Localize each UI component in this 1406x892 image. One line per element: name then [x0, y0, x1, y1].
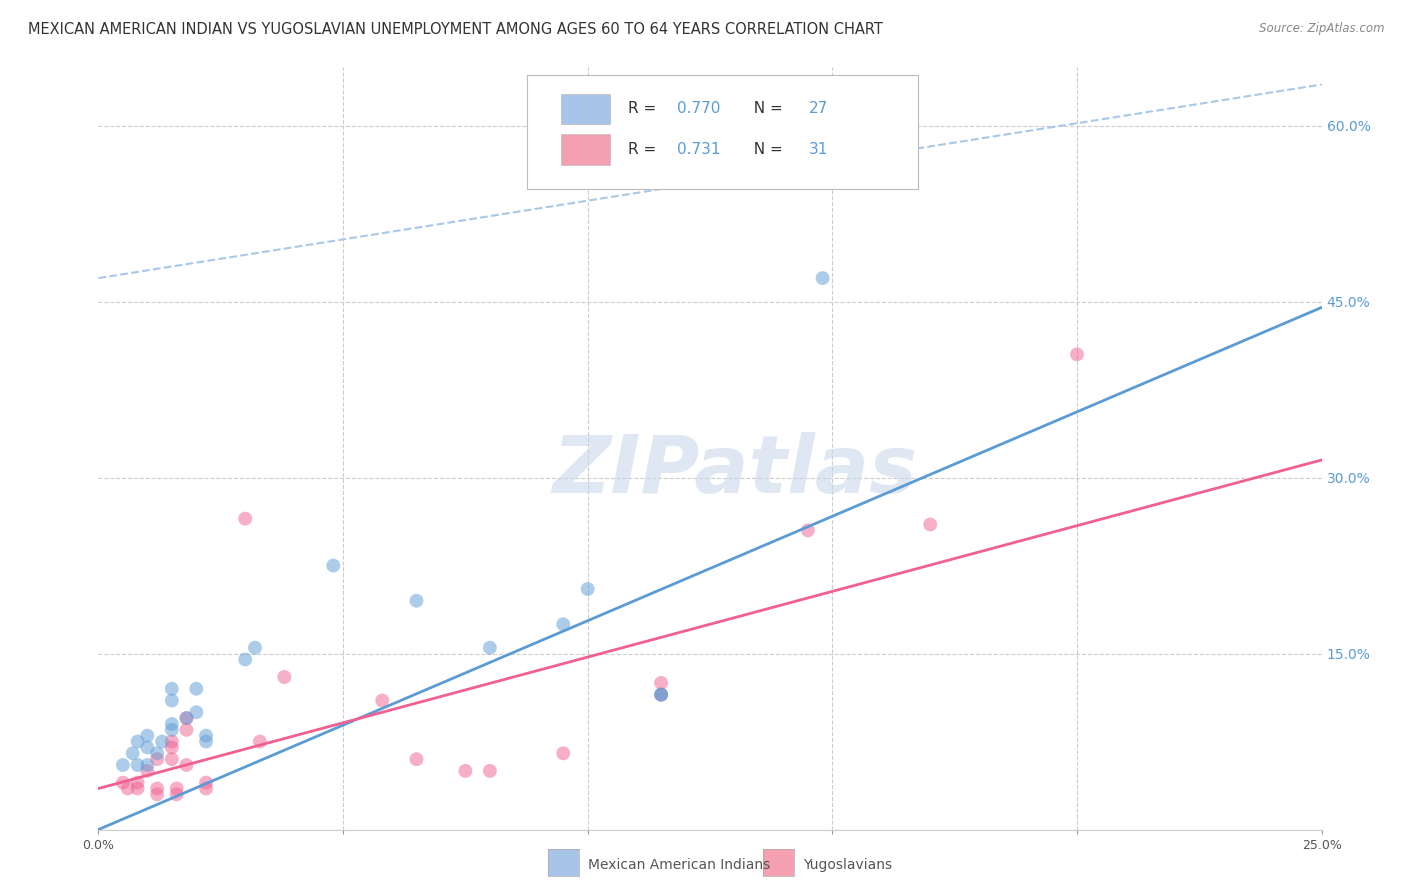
Point [576, 582, 599, 596]
FancyBboxPatch shape [526, 75, 918, 189]
Point [127, 758, 149, 772]
Text: 0.770: 0.770 [678, 102, 720, 116]
Text: 0.731: 0.731 [678, 142, 720, 157]
Text: R =: R = [628, 102, 661, 116]
FancyBboxPatch shape [561, 94, 610, 124]
Point [195, 729, 218, 743]
Point [176, 711, 198, 725]
Point [233, 652, 256, 666]
Point [127, 781, 149, 796]
Point [176, 758, 198, 772]
Point [166, 788, 188, 802]
Point [249, 734, 271, 748]
Text: N =: N = [744, 102, 787, 116]
Point [195, 781, 218, 796]
Point [920, 517, 942, 532]
Text: R =: R = [628, 142, 666, 157]
Point [127, 734, 149, 748]
Point [553, 617, 575, 632]
Point [454, 764, 477, 778]
Text: ZIPatlas: ZIPatlas [553, 432, 917, 510]
Point [136, 729, 159, 743]
Point [160, 734, 183, 748]
Point [273, 670, 295, 684]
Point [136, 764, 159, 778]
Text: Yugoslavians: Yugoslavians [803, 858, 891, 872]
Point [166, 781, 188, 796]
Point [160, 717, 183, 731]
Text: Source: ZipAtlas.com: Source: ZipAtlas.com [1260, 22, 1385, 36]
Point [650, 688, 672, 702]
Point [150, 734, 173, 748]
Point [478, 640, 501, 655]
Text: MEXICAN AMERICAN INDIAN VS YUGOSLAVIAN UNEMPLOYMENT AMONG AGES 60 TO 64 YEARS CO: MEXICAN AMERICAN INDIAN VS YUGOSLAVIAN U… [28, 22, 883, 37]
Point [650, 676, 672, 690]
Point [176, 711, 198, 725]
Point [136, 758, 159, 772]
Point [650, 688, 672, 702]
Point [405, 752, 427, 766]
Text: Mexican American Indians: Mexican American Indians [588, 858, 770, 872]
Point [233, 511, 256, 525]
Point [797, 524, 820, 538]
Point [160, 693, 183, 707]
Point [146, 788, 169, 802]
Point [186, 681, 208, 696]
Point [146, 781, 169, 796]
Point [553, 746, 575, 760]
Point [121, 746, 143, 760]
Point [160, 723, 183, 737]
Point [176, 723, 198, 737]
Point [811, 271, 834, 285]
Point [160, 740, 183, 755]
Point [478, 764, 501, 778]
Point [117, 781, 139, 796]
Point [650, 688, 672, 702]
Point [146, 752, 169, 766]
Text: N =: N = [744, 142, 787, 157]
Point [160, 681, 183, 696]
Point [322, 558, 344, 573]
Point [136, 740, 159, 755]
Point [195, 734, 218, 748]
Point [371, 693, 394, 707]
FancyBboxPatch shape [561, 134, 610, 164]
Point [111, 758, 134, 772]
Text: 31: 31 [808, 142, 828, 157]
Point [186, 705, 208, 719]
Point [243, 640, 266, 655]
Point [195, 775, 218, 789]
Point [1066, 347, 1088, 361]
Point [111, 775, 134, 789]
Point [127, 775, 149, 789]
Point [160, 752, 183, 766]
Point [405, 594, 427, 608]
Point [146, 746, 169, 760]
Text: 27: 27 [808, 102, 828, 116]
